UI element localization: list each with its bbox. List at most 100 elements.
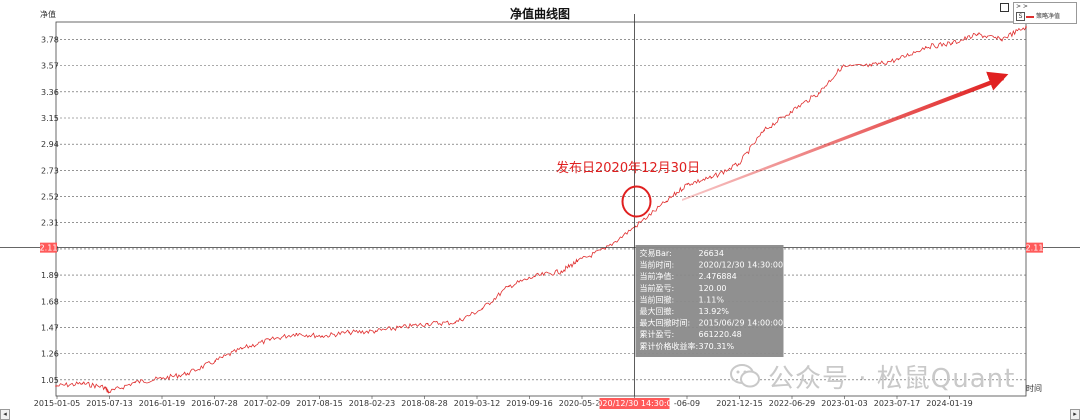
series-point (161, 377, 163, 380)
series-point (107, 391, 110, 394)
series-point (104, 386, 106, 389)
x-tick-label: 2015-01-05 (34, 399, 81, 408)
series-point (763, 129, 765, 132)
annotation-layer: 发布日2020年12月30日 (556, 71, 1009, 218)
series-point (951, 42, 954, 44)
release-circle (621, 185, 652, 218)
trend-arrow-head (986, 71, 1009, 91)
crosshair: 2.11 2.11 (0, 14, 1080, 396)
y-value-label-right: 2.11 (1026, 244, 1044, 253)
x-tick-label: 2018-02-23 (349, 399, 396, 408)
x-tick-label: 2015-07-13 (86, 399, 133, 408)
y-tick-label: 1.47 (41, 323, 59, 332)
x-tick-label: 2020-05-25 (559, 399, 606, 408)
series-point (1025, 26, 1027, 28)
series-point (348, 331, 350, 334)
data-tooltip: 交易Bar: 26634 当前时间: 2020/12/30 14:30:00 当前净值:… (635, 245, 784, 357)
legend[interactable]: > > S 策略净值 (1013, 2, 1077, 24)
tooltip-label: 最大回撤时间: (640, 318, 691, 328)
series-point (269, 339, 271, 341)
tooltip-label: 累计盈亏: (640, 329, 675, 339)
watermark: 公众号 · 松鼠Quant (730, 358, 1015, 394)
y-tick-label: 3.36 (41, 88, 59, 97)
legend-swatch (1026, 16, 1034, 18)
release-note: 发布日2020年12月30日 (556, 160, 700, 176)
tooltip-label: 最大回撤: (640, 306, 675, 316)
x-tick-label: 2018-08-28 (401, 399, 448, 408)
series-point (665, 200, 668, 203)
x-tick-label: 2023-01-03 (821, 399, 868, 408)
series-point (897, 58, 900, 61)
series-point (400, 326, 402, 329)
series-point (737, 163, 740, 165)
tooltip-value: 661220.48 (699, 330, 742, 339)
tooltip-value: 120.00 (699, 284, 727, 293)
series-point (374, 330, 377, 332)
tooltip-label: 当前净值: (640, 271, 675, 281)
x-tick-label: 2016-01-19 (139, 399, 186, 408)
tooltip-label: 累计价格收益率: (640, 341, 699, 351)
series-point (481, 307, 484, 310)
x-tick-label: 2017-08-15 (296, 399, 343, 408)
y-tick-label: 1.05 (41, 376, 59, 385)
x-tick-label: 2016-07-28 (191, 399, 238, 408)
series-point (976, 33, 979, 36)
tooltip-value: 13.92% (699, 307, 730, 316)
x-axis: 2015-01-05 2015-07-13 2016-01-19 2016-07-28… (34, 396, 973, 409)
series-point (508, 285, 510, 288)
trend-arrow-body (682, 76, 1004, 201)
legend-collapse-icon[interactable]: > > (1016, 3, 1028, 10)
y-tick-label: 3.15 (41, 114, 59, 123)
series-point (870, 64, 873, 67)
legend-check-icon[interactable]: S (1016, 12, 1025, 21)
chart-title: 净值曲线图 (510, 6, 570, 21)
series-point (818, 92, 820, 94)
series-point (426, 322, 429, 325)
series-point (789, 110, 792, 113)
series-point (576, 260, 579, 263)
scroll-left-button[interactable]: ◂ (0, 409, 10, 420)
y-tick-label: 1.68 (41, 297, 59, 306)
x-tick-label: 2020/12/30 14:30:00 (592, 399, 677, 408)
y-tick-label: 2.73 (41, 166, 59, 175)
x-tick-label: 2021-12-15 (716, 399, 763, 408)
scroll-right-button[interactable]: ▸ (1070, 409, 1080, 420)
series-point (534, 275, 536, 278)
series-point (186, 372, 189, 375)
tooltip-label: 当前时间: (640, 260, 675, 270)
series-point (321, 335, 323, 337)
x-tick-label: 2019-03-12 (454, 399, 501, 408)
series-point (604, 248, 607, 250)
series-point (454, 321, 457, 324)
series-point (295, 332, 298, 335)
tooltip-value: 2020/12/30 14:30:00 (699, 261, 784, 270)
tooltip-value: 2.476884 (699, 272, 737, 281)
tooltip-value: 370.31% (699, 342, 735, 351)
maximize-button[interactable] (1000, 3, 1009, 12)
series-point (81, 382, 84, 385)
series-point (241, 347, 243, 350)
series-point (686, 183, 689, 185)
y-tick-label: 2.52 (41, 193, 59, 202)
series-point (634, 225, 637, 228)
watermark-text: 公众号 · 松鼠Quant (768, 363, 1016, 394)
y-tick-label: 2.94 (41, 140, 59, 149)
series-point (134, 381, 136, 384)
x-tick-label: 2019-09-16 (506, 399, 553, 408)
y-value-label-left: 2.11 (40, 244, 58, 253)
tooltip-label: 当前盈亏: (640, 283, 675, 293)
grid-lines (55, 21, 1027, 397)
x-axis-label: 时间 (1026, 383, 1042, 393)
tooltip-value: 26634 (699, 249, 724, 258)
x-tick-label: 2023-07-17 (874, 399, 921, 408)
tooltip-value: 2015/06/29 14:00:00 (699, 319, 784, 328)
y-tick-label: 1.89 (41, 271, 59, 280)
y-axis: 1.051.261.471.681.892.102.312.522.732.94… (41, 35, 59, 384)
series-point (214, 360, 216, 362)
x-highlight-badge (599, 398, 670, 409)
wechat-icon (730, 364, 760, 388)
y-value-badge-right (1026, 242, 1043, 253)
x-tick-label: 2022-06-29 (769, 399, 816, 408)
y-tick-label: 3.57 (41, 62, 59, 71)
